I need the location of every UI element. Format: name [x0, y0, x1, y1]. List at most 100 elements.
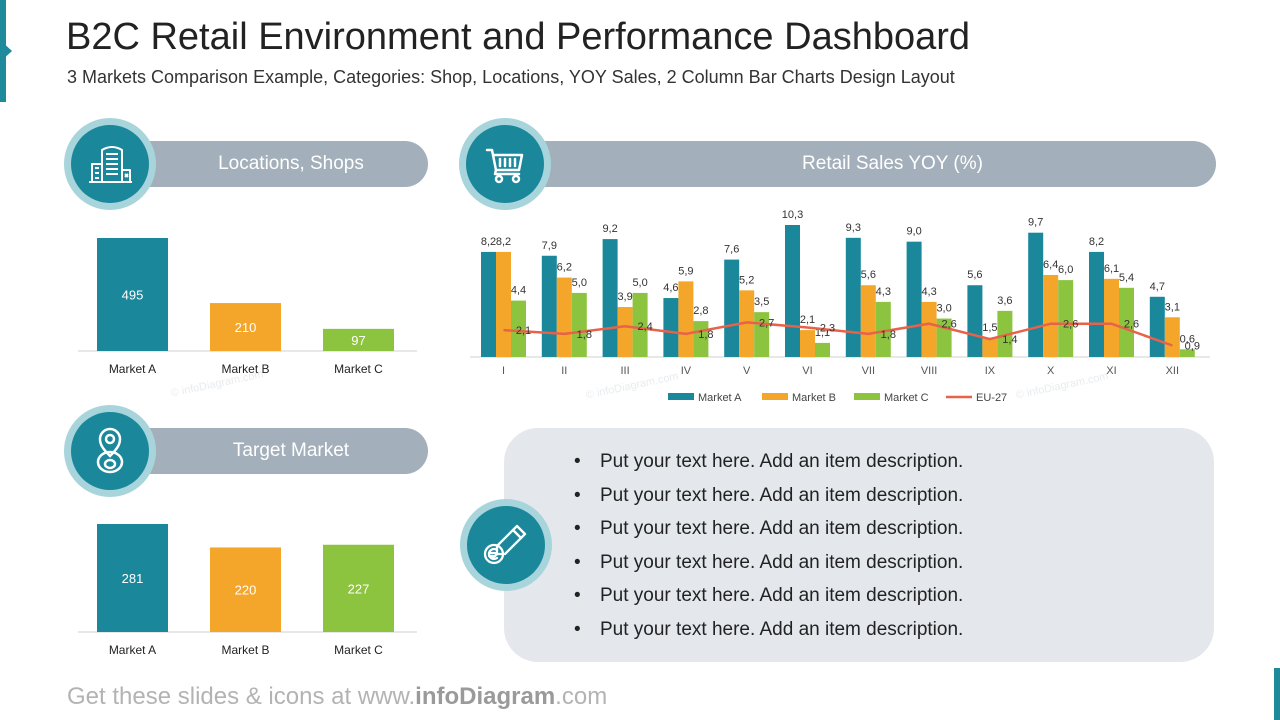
bullet-dot: • [574, 618, 581, 640]
left-accent-notch [0, 40, 12, 62]
data-label: 3,9 [617, 291, 632, 303]
legend-label: Market C [884, 392, 929, 404]
footer-brand: infoDiagram [415, 683, 556, 710]
data-label: 7,9 [542, 240, 557, 252]
target-icon-circle [64, 405, 156, 497]
bar-market-a-viii [906, 241, 922, 357]
data-label: 10,3 [782, 209, 803, 221]
x-tick-label: VI [802, 365, 812, 377]
data-label: 9,0 [906, 226, 921, 238]
location-pin-icon [96, 427, 124, 474]
right-accent-bar [1274, 668, 1280, 720]
eu27-data-label: 2,1 [516, 325, 531, 337]
locations-header: Locations, Shops [110, 141, 428, 187]
bar-market-a-i [481, 251, 496, 357]
retail-header: Retail Sales YOY (%) [505, 141, 1216, 187]
bullet-item: • Put your text here. Add an item descrip… [574, 447, 963, 481]
bar-market-b-iv [678, 281, 694, 357]
eu27-data-label: 2,6 [1063, 319, 1078, 331]
data-label: 5,0 [572, 277, 587, 289]
bar-market-b [210, 547, 281, 632]
bar-market-a-xii [1149, 296, 1165, 357]
eu27-data-label: 1,8 [577, 329, 592, 341]
bar-market-c-ii [571, 292, 587, 357]
locations-bar-chart: 495 Market A 210 Market B 97 Market C [78, 238, 417, 376]
retail-sales-chart: 8,2 8,24,4I7,96,25,0II9,23,95,0III4,65,92… [470, 209, 1210, 404]
legend-label: EU-27 [976, 392, 1007, 404]
shopping-cart-icon [485, 148, 524, 184]
bullet-text: Put your text here. Add an item descript… [600, 484, 964, 506]
bullet-dot: • [574, 585, 581, 607]
bar-market-c-xii [1179, 349, 1195, 357]
bar-market-c-iii [632, 292, 648, 357]
eu27-data-label: 2,6 [941, 319, 956, 331]
data-label: 6,4 [1043, 259, 1058, 271]
bullet-dot: • [574, 451, 581, 472]
data-label: 9,7 [1028, 217, 1043, 229]
x-tick-label: I [502, 365, 505, 377]
bullet-text: Put your text here. Add an item descript… [600, 518, 964, 540]
bar-market-c-i [511, 300, 526, 357]
data-label: 2,8 [693, 305, 708, 317]
data-label: 4,3 [876, 286, 891, 298]
retail-header-label: Retail Sales YOY (%) [802, 153, 983, 174]
eu27-data-label: 1,8 [881, 329, 896, 341]
data-label: 3,6 [997, 295, 1012, 307]
buildings-icon [89, 146, 132, 183]
eu27-data-label: 2,3 [820, 323, 835, 335]
x-tick-label: VIII [921, 365, 938, 377]
retail-icon-circle [459, 118, 551, 210]
bar-market-a [97, 238, 168, 351]
x-tick-label: V [743, 365, 751, 377]
footer-prefix: Get these slides & icons at www. [67, 683, 416, 710]
data-label: 5,4 [1119, 272, 1134, 284]
data-label: 3,0 [936, 303, 951, 315]
bar-market-c-ix [997, 310, 1013, 357]
target-header-label: Target Market [232, 440, 350, 461]
bar-market-c-vii [875, 301, 891, 357]
bullet-dot: • [574, 484, 581, 506]
x-tick-label: Market C [334, 643, 383, 657]
bar-market-c-vi [815, 342, 830, 357]
bullet-item: • Put your text here. Add an item descrip… [574, 615, 963, 649]
page-title: B2C Retail Environment and Performance D… [66, 16, 971, 58]
bar-market-a-ix [967, 285, 983, 357]
bar-market-a-v [724, 259, 740, 357]
eu27-data-label: 2,6 [1124, 319, 1139, 331]
bullet-text: Put your text here. Add an item descript… [600, 451, 964, 472]
eu27-line [503, 321, 1173, 347]
data-label: 1,5 [982, 322, 997, 334]
bar-market-a-iii [602, 239, 618, 357]
bar-market-b-i [496, 251, 511, 357]
data-label: 3,1 [1165, 301, 1180, 313]
data-label: 4,3 [921, 286, 936, 298]
data-label: 5,9 [678, 265, 693, 277]
x-tick-label: II [561, 365, 567, 377]
bar-market-c [323, 544, 394, 632]
x-tick-label: Market B [221, 643, 269, 657]
eu27-data-label: 2,4 [637, 321, 652, 333]
bar-market-c [323, 328, 394, 351]
bar-value-label: 97 [351, 333, 365, 348]
bar-market-b [210, 303, 281, 351]
legend-swatch [854, 393, 880, 400]
bullet-item: • Put your text here. Add an item descrip… [574, 481, 963, 515]
x-tick-label: VII [862, 365, 875, 377]
locations-header-label: Locations, Shops [218, 153, 364, 174]
x-tick-label: X [1047, 365, 1055, 377]
bar-market-b-viii [921, 301, 937, 357]
bar-market-a-iv [663, 298, 679, 357]
bullet-list: • Put your text here. Add an item descrip… [574, 447, 963, 649]
bar-market-b-vi [800, 330, 815, 357]
bar-market-a-x [1028, 232, 1044, 357]
x-tick-label: IX [985, 365, 996, 377]
eu27-data-label: 1,4 [1002, 334, 1017, 346]
bullet-item: • Put your text here. Add an item descrip… [574, 514, 963, 548]
x-tick-label: Market B [221, 362, 269, 376]
bar-market-c-xi [1119, 287, 1134, 357]
bar-market-a-xi [1089, 251, 1104, 357]
bar-market-a-vi [785, 225, 800, 357]
data-label: 8,2 [481, 236, 496, 248]
legend-swatch [762, 393, 788, 400]
data-label: 9,2 [602, 223, 617, 235]
